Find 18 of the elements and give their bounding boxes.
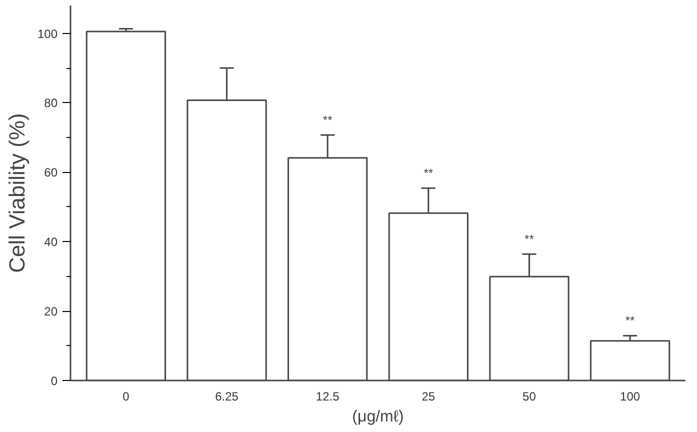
- x-tick-label: 12.5: [316, 390, 340, 404]
- x-tick-label: 25: [422, 390, 436, 404]
- y-tick-label: 20: [44, 304, 58, 319]
- annotation: **: [424, 166, 434, 180]
- annotation: **: [625, 314, 636, 328]
- y-tick-label: 80: [44, 96, 58, 110]
- y-tick-label: 100: [37, 26, 58, 41]
- y-axis-title: Cell Viability (%): [4, 113, 30, 273]
- x-tick-label: 6.25: [215, 390, 239, 404]
- y-tick-label: 0: [50, 374, 58, 388]
- x-tick-label: 100: [620, 390, 640, 404]
- y-tick-label: 60: [44, 166, 58, 180]
- x-tick-label: 0: [122, 390, 130, 404]
- annotation: **: [322, 113, 333, 128]
- y-tick-label: 40: [44, 235, 58, 250]
- annotation: **: [524, 232, 534, 246]
- x-axis-title: (μg/mℓ): [352, 408, 404, 426]
- x-tick-label: 50: [522, 390, 536, 404]
